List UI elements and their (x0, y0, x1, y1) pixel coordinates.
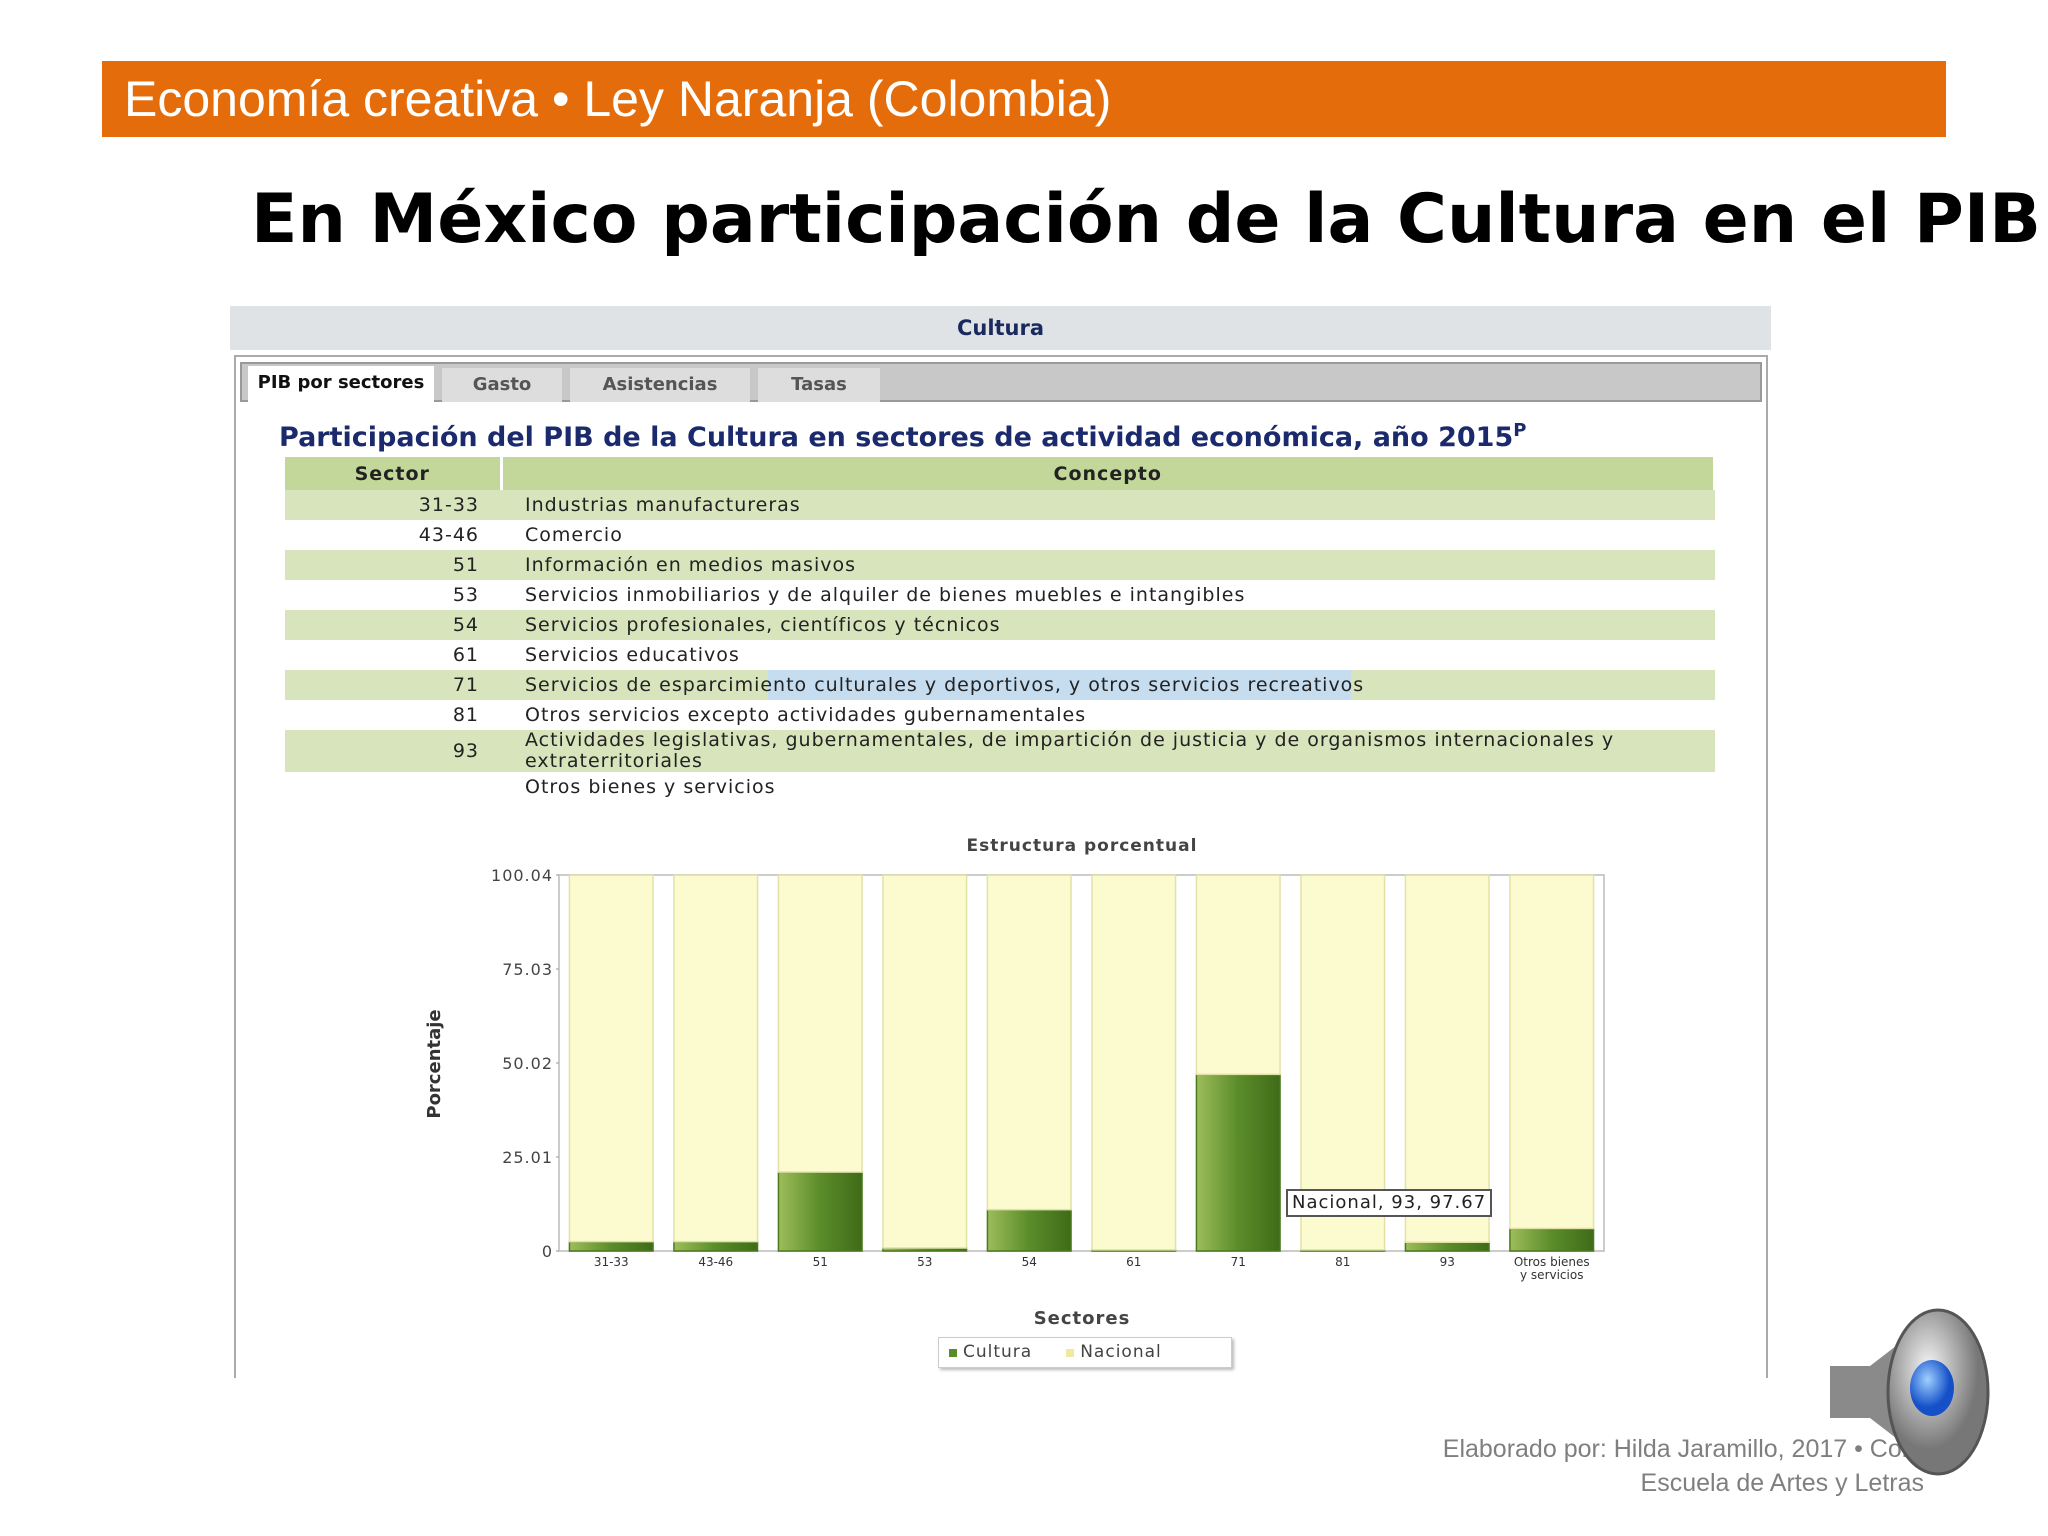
bar-segment (1300, 874, 1386, 1251)
speaker-icon[interactable] (1820, 1304, 1996, 1480)
x-tick-label: 54 (1021, 1255, 1037, 1269)
sector-cell: 81 (452, 703, 479, 726)
table-row: 43-46 Comercio (285, 520, 1715, 550)
slide-title: En México participación de la Cultura en… (251, 180, 2041, 259)
sector-cell: 61 (452, 643, 479, 666)
tab[interactable]: Tasas (758, 368, 880, 402)
sector-cell: 51 (285, 550, 501, 580)
panel-box (234, 355, 1768, 1378)
table-row: 71 Servicios de esparcimiento culturales … (285, 670, 1715, 700)
bar-segment (673, 874, 759, 1243)
sector-cell: 31-33 (285, 490, 501, 520)
y-axis-label: Porcentaje (424, 1009, 445, 1118)
concept-cell: Servicios profesionales, científicos y t… (501, 610, 1715, 640)
bar-segment (1404, 1241, 1490, 1252)
x-tick-label: 61 (1126, 1255, 1142, 1269)
concept-cell: Industrias manufactureras (501, 490, 1715, 520)
concept-cell: Actividades legislativas, gubernamentale… (501, 730, 1715, 772)
bar-segment (673, 1240, 759, 1252)
legend-swatch (1066, 1349, 1075, 1357)
tooltip: Nacional, 93, 97.67 (1286, 1189, 1493, 1217)
bar-segment (986, 874, 1072, 1211)
table-row: 51 Información en medios masivos (285, 550, 1715, 580)
y-tick-label: 50.02 (502, 1054, 553, 1073)
sector-cell: 53 (452, 583, 479, 606)
table-row: 81 Otros servicios excepto actividades gu… (285, 700, 1715, 730)
concept-cell: Comercio (525, 523, 623, 546)
chart-title: Estructura porcentual (967, 836, 1198, 856)
column-header: Concepto (501, 457, 1716, 490)
bar-segment (1509, 1227, 1595, 1252)
panel-title: Cultura (230, 306, 1771, 350)
footer: Elaborado por: Hilda Jaramillo, 2017 • C… (1443, 1432, 1924, 1500)
concept-cell: Servicios de esparcimiento culturales y … (501, 670, 1715, 700)
concept-cell: Información en medios masivos (501, 550, 1715, 580)
header-bar: Economía creativa • Ley Naranja (Colombi… (102, 61, 1946, 137)
concept-cell: Otros bienes y servicios (525, 775, 776, 798)
legend-swatch (949, 1349, 957, 1357)
tab[interactable]: Asistencias (570, 368, 750, 402)
x-tick-label: 53 (917, 1255, 933, 1269)
table-row: 61 Servicios educativos (285, 640, 1715, 670)
sector-cell (285, 772, 501, 802)
sector-table: Sector Concepto 31-33 Industrias manufactu… (285, 457, 1716, 802)
x-tick-label: 51 (812, 1255, 828, 1269)
legend-item: Nacional (1066, 1342, 1162, 1362)
bar-segment (568, 1240, 654, 1252)
bar-segment (777, 1171, 863, 1252)
bar-segment (986, 1208, 1072, 1252)
y-tick-label: 25.01 (502, 1148, 553, 1167)
bar-segment (1195, 1073, 1281, 1252)
legend-label: Cultura (963, 1342, 1033, 1362)
x-tick-label: 43-46 (698, 1255, 734, 1269)
bar-segment (1195, 874, 1281, 1076)
legend-label: Nacional (1080, 1342, 1162, 1362)
legend-item: Cultura (949, 1342, 1032, 1362)
sector-cell: 54 (285, 610, 501, 640)
chart: Estructura porcentual Porcentaje Sectore… (420, 830, 1660, 1390)
concept-cell: Otros servicios excepto actividades gube… (525, 703, 1087, 726)
footer-line: Escuela de Artes y Letras (1640, 1469, 1924, 1497)
x-tick-label: 81 (1335, 1255, 1351, 1269)
legend: Cultura Nacional (938, 1337, 1232, 1368)
bar-segment (777, 874, 863, 1173)
bar-segment (882, 874, 968, 1249)
x-tick-label: 71 (1230, 1255, 1246, 1269)
y-tick-label: 100.04 (491, 866, 553, 885)
sector-cell: 71 (285, 670, 501, 700)
y-tick-label: 75.03 (502, 960, 553, 979)
column-header: Sector (285, 457, 503, 490)
x-axis-label: Sectores (1034, 1308, 1131, 1329)
table-title: Participación del PIB de la Cultura en s… (279, 420, 1526, 453)
x-tick-label: 93 (1439, 1255, 1455, 1269)
sector-cell: 93 (285, 730, 501, 772)
sector-cell: 43-46 (418, 523, 479, 546)
speaker-center (1910, 1360, 1954, 1416)
concept-cell: Servicios educativos (525, 643, 740, 666)
tab[interactable]: PIB por sectores (248, 366, 434, 404)
table-title-text: Participación del PIB de la Cultura en s… (279, 422, 1514, 453)
chart-svg: Estructura porcentual Porcentaje Sectore… (424, 836, 1605, 1329)
table-row: 31-33 Industrias manufactureras (285, 490, 1715, 520)
table-row: 53 Servicios inmobiliarios y de alquiler … (285, 580, 1715, 610)
table-row: 93 Actividades legislativas, gubernamenta… (285, 730, 1715, 772)
bar-segment (1509, 874, 1595, 1230)
x-tick-label: Otros bienes y servicios (1513, 1255, 1590, 1282)
table-row: Otros bienes y servicios (285, 772, 1715, 802)
concept-cell: Servicios inmobiliarios y de alquiler de… (525, 583, 1246, 606)
table-title-sup: P (1513, 420, 1527, 441)
tab-bar: PIB por sectores Gasto Asistencias Tasas (240, 362, 1762, 404)
footer-line: Elaborado por: Hilda Jaramillo, 2017 • C… (1442, 1435, 1924, 1463)
x-tick-label: 31-33 (593, 1255, 629, 1269)
y-tick-label: 0 (542, 1242, 553, 1261)
bar-segment (568, 874, 654, 1243)
tab[interactable]: Gasto (442, 368, 562, 402)
bar-segment (1404, 874, 1490, 1243)
table-row: 54 Servicios profesionales, científicos y… (285, 610, 1715, 640)
bar-segment (1091, 874, 1177, 1251)
